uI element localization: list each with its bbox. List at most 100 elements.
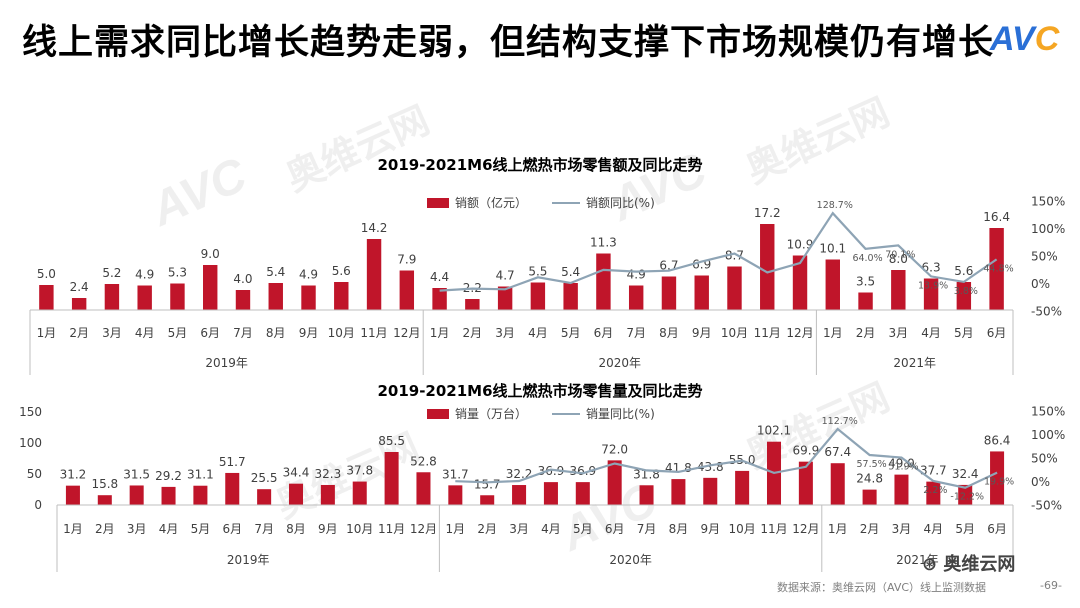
- x-tick-label: 6月: [200, 326, 220, 340]
- bar: [639, 485, 654, 505]
- yoy-value-label: 64.0%: [852, 253, 882, 264]
- x-tick-label: 9月: [692, 326, 712, 340]
- bar: [384, 451, 399, 505]
- bar: [301, 285, 316, 310]
- bar-value-label: 4.9: [627, 268, 646, 282]
- bar-value-label: 10.9: [787, 238, 814, 252]
- bar: [990, 451, 1005, 505]
- year-label: 2021年: [893, 356, 936, 370]
- legend-line-label: 销量同比(%): [586, 407, 655, 421]
- bar-value-label: 2.4: [70, 280, 89, 294]
- yoy-value-label: 2.2%: [923, 485, 947, 496]
- bar: [268, 283, 283, 310]
- bar: [563, 283, 578, 310]
- bar: [727, 266, 742, 310]
- bar: [926, 481, 941, 505]
- bar-value-label: 11.3: [590, 236, 617, 250]
- x-tick-label: 8月: [659, 326, 679, 340]
- bar-value-label: 17.2: [754, 206, 781, 220]
- bar-value-label: 69.9: [793, 444, 820, 458]
- x-tick-label: 3月: [127, 522, 147, 536]
- bar: [480, 495, 495, 505]
- y2-tick-label: -50%: [1031, 499, 1062, 513]
- x-tick-label: 9月: [318, 522, 338, 536]
- x-tick-label: 3月: [102, 326, 122, 340]
- bar: [825, 259, 840, 310]
- bar-value-label: 32.4: [952, 467, 979, 481]
- legend-bar-label: 销额（亿元）: [455, 195, 527, 210]
- wechat-label: 奥维云网: [943, 554, 1016, 575]
- bar-value-label: 52.8: [410, 454, 437, 468]
- bar-value-label: 7.9: [397, 253, 416, 267]
- y2-tick-label: 0%: [1031, 277, 1050, 291]
- yoy-value-label: 70.1%: [885, 249, 915, 260]
- bar: [71, 298, 87, 310]
- bar-value-label: 34.4: [283, 466, 310, 480]
- bar-value-label: 5.6: [332, 264, 351, 278]
- x-tick-label: 10月: [728, 522, 755, 536]
- chart-title: 2019-2021M6线上燃热市场零售额及同比走势: [377, 156, 702, 174]
- bar: [989, 228, 1004, 310]
- bar-value-label: 51.7: [219, 455, 246, 469]
- bar-value-label: 102.1: [757, 424, 791, 438]
- x-tick-label: 8月: [669, 522, 689, 536]
- bar-value-label: 36.9: [538, 464, 565, 478]
- bar-value-label: 4.4: [430, 270, 449, 284]
- y2-tick-label: -50%: [1031, 305, 1062, 319]
- y-tick-label: 100: [19, 436, 42, 450]
- bar-value-label: 31.7: [442, 467, 469, 481]
- bar-value-label: 36.9: [569, 464, 596, 478]
- bar: [575, 482, 590, 505]
- bar-value-label: 6.3: [922, 261, 941, 275]
- x-tick-label: 5月: [573, 522, 593, 536]
- logo-text-c: C: [1034, 20, 1060, 58]
- x-tick-label: 11月: [360, 326, 387, 340]
- x-tick-label: 4月: [135, 326, 155, 340]
- bar-value-label: 31.1: [187, 468, 214, 482]
- bar-value-label: 9.0: [201, 247, 220, 261]
- x-tick-label: 3月: [509, 522, 529, 536]
- year-label: 2019年: [227, 553, 270, 567]
- yoy-value-label: 57.5%: [857, 459, 887, 470]
- x-tick-label: 1月: [63, 522, 83, 536]
- x-tick-label: 1月: [37, 326, 57, 340]
- x-tick-label: 12月: [786, 326, 813, 340]
- x-tick-label: 11月: [378, 522, 405, 536]
- chart-title: 2019-2021M6线上燃热市场零售量及同比走势: [377, 382, 702, 400]
- bar: [170, 283, 185, 310]
- bar: [257, 489, 272, 505]
- bar-value-label: 4.9: [135, 268, 154, 282]
- bar-value-label: 31.5: [123, 467, 150, 481]
- yoy-value-label: 51.9%: [888, 462, 918, 473]
- bar: [862, 489, 877, 505]
- x-tick-label: 3月: [892, 522, 912, 536]
- bar: [830, 463, 845, 505]
- bar-value-label: 4.0: [233, 272, 252, 286]
- bar-value-label: 14.2: [361, 221, 388, 235]
- x-tick-label: 4月: [528, 326, 548, 340]
- bar-value-label: 5.0: [37, 267, 56, 281]
- x-tick-label: 7月: [626, 326, 646, 340]
- bar-value-label: 5.6: [954, 264, 973, 278]
- bar-value-label: 4.9: [299, 268, 318, 282]
- bar-value-label: 72.0: [601, 442, 628, 456]
- x-tick-label: 8月: [286, 522, 306, 536]
- x-tick-label: 9月: [299, 326, 319, 340]
- x-tick-label: 11月: [754, 326, 781, 340]
- x-tick-label: 7月: [637, 522, 657, 536]
- year-label: 2020年: [599, 356, 642, 370]
- y2-tick-label: 100%: [1031, 222, 1065, 236]
- bar-value-label: 3.5: [856, 275, 875, 289]
- yoy-value-label: -12.2%: [950, 492, 984, 503]
- page-title: 线上需求同比增长趋势走弱，但结构支撑下市场规模仍有增长: [22, 23, 995, 63]
- y2-tick-label: 50%: [1031, 250, 1058, 264]
- yoy-line: [455, 427, 998, 489]
- x-tick-label: 7月: [233, 326, 253, 340]
- x-tick-label: 2月: [463, 326, 483, 340]
- x-tick-label: 3月: [495, 326, 515, 340]
- bar: [225, 472, 240, 505]
- bar-value-label: 15.7: [474, 477, 501, 491]
- data-source: 数据来源：奥维云网（AVC）线上监测数据: [777, 581, 987, 594]
